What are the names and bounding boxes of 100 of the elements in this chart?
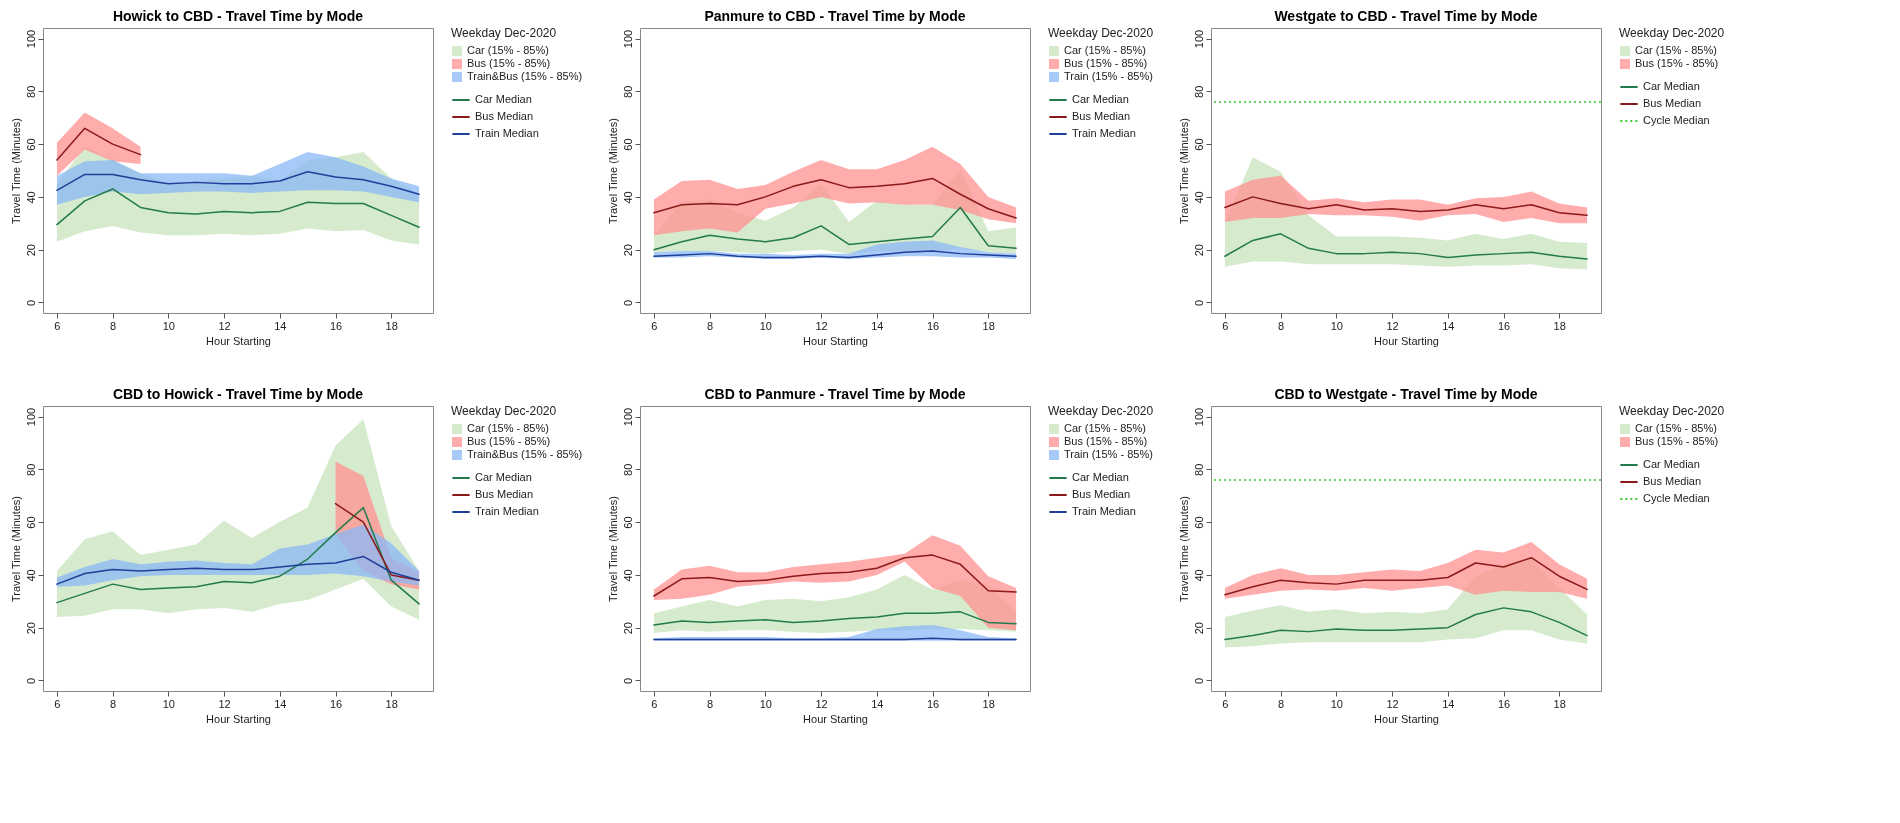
legend-label: Train Median <box>475 505 539 517</box>
legend-label: Car Median <box>1072 93 1129 105</box>
y-tick-label: 40 <box>1192 569 1205 582</box>
y-tick-label: 100 <box>1192 407 1205 427</box>
x-tick-label: 16 <box>1497 319 1511 332</box>
y-tick-label: 0 <box>1192 299 1205 307</box>
x-tick-label: 10 <box>162 697 175 710</box>
y-axis-title: Travel Time (Minutes) <box>9 118 22 224</box>
legend-label: Car (15% - 85%) <box>1064 44 1146 56</box>
legend-label: Car (15% - 85%) <box>467 422 549 434</box>
y-tick-label: 20 <box>1192 244 1205 257</box>
x-tick-label: 18 <box>385 319 398 332</box>
chart-title: CBD to Westgate - Travel Time by Mode <box>1274 386 1538 402</box>
legend-label: Bus Median <box>1643 97 1702 109</box>
legend-label: Bus Median <box>475 110 534 122</box>
x-axis-title: Hour Starting <box>803 712 868 725</box>
legend-title: Weekday Dec-2020 <box>451 404 557 418</box>
x-tick-label: 8 <box>1278 697 1285 710</box>
x-tick-label: 16 <box>926 697 940 710</box>
legend-title: Weekday Dec-2020 <box>1619 404 1725 418</box>
legend-label: Car Median <box>1643 80 1700 92</box>
legend-label: Train&Bus (15% - 85%) <box>467 448 583 460</box>
y-tick-label: 60 <box>24 516 37 529</box>
chart-title: CBD to Panmure - Travel Time by Mode <box>704 386 966 402</box>
y-tick-label: 20 <box>621 622 634 635</box>
y-tick-label: 60 <box>1192 516 1205 529</box>
legend-title: Weekday Dec-2020 <box>1619 26 1725 40</box>
x-tick-label: 18 <box>982 319 995 332</box>
legend-label: Train&Bus (15% - 85%) <box>467 70 583 82</box>
y-tick-label: 20 <box>1192 622 1205 635</box>
y-tick-label: 0 <box>1192 677 1205 685</box>
legend-label: Bus Median <box>1643 475 1702 487</box>
y-tick-label: 60 <box>621 516 634 529</box>
x-tick-label: 12 <box>815 697 828 710</box>
legend-label: Train (15% - 85%) <box>1064 448 1153 460</box>
y-tick-label: 40 <box>24 569 37 582</box>
legend-title: Weekday Dec-2020 <box>451 26 557 40</box>
x-tick-label: 18 <box>385 697 398 710</box>
x-tick-label: 14 <box>1442 697 1455 710</box>
y-axis-title: Travel Time (Minutes) <box>1177 496 1190 602</box>
x-tick-label: 10 <box>1330 319 1343 332</box>
x-tick-label: 14 <box>871 319 884 332</box>
y-tick-label: 40 <box>1192 191 1205 204</box>
y-tick-label: 60 <box>1192 138 1205 151</box>
y-tick-label: 0 <box>24 677 37 685</box>
y-tick-label: 80 <box>1192 85 1205 98</box>
x-tick-label: 14 <box>274 319 287 332</box>
legend-label: Bus Median <box>475 488 534 500</box>
x-tick-label: 6 <box>54 697 61 710</box>
y-tick-label: 100 <box>24 407 37 427</box>
legend-label: Train Median <box>475 127 539 139</box>
y-tick-label: 80 <box>24 85 37 98</box>
x-tick-label: 6 <box>1222 697 1229 710</box>
x-axis-title: Hour Starting <box>206 334 271 347</box>
x-tick-label: 8 <box>1278 319 1285 332</box>
x-axis-title: Hour Starting <box>1374 334 1439 347</box>
y-tick-label: 100 <box>1192 29 1205 49</box>
legend-label: Train Median <box>1072 505 1136 517</box>
legend-label: Bus Median <box>1072 488 1131 500</box>
y-tick-label: 0 <box>621 299 634 307</box>
legend-label: Bus (15% - 85%) <box>467 57 551 69</box>
y-tick-label: 20 <box>24 622 37 635</box>
x-tick-label: 10 <box>759 319 772 332</box>
y-tick-label: 40 <box>621 569 634 582</box>
x-tick-label: 6 <box>54 319 61 332</box>
x-tick-label: 16 <box>329 697 343 710</box>
x-tick-label: 16 <box>1497 697 1511 710</box>
chart-title: Panmure to CBD - Travel Time by Mode <box>704 8 966 24</box>
y-tick-label: 20 <box>621 244 634 257</box>
legend-label: Car Median <box>1072 471 1129 483</box>
y-tick-label: 0 <box>24 299 37 307</box>
x-tick-label: 12 <box>218 697 231 710</box>
y-tick-label: 60 <box>621 138 634 151</box>
legend-title: Weekday Dec-2020 <box>1048 404 1154 418</box>
y-tick-label: 80 <box>1192 463 1205 476</box>
x-tick-label: 12 <box>218 319 231 332</box>
x-tick-label: 10 <box>759 697 772 710</box>
x-tick-label: 14 <box>871 697 884 710</box>
legend-label: Car (15% - 85%) <box>467 44 549 56</box>
legend-label: Car (15% - 85%) <box>1064 422 1146 434</box>
legend-label: Car Median <box>475 93 532 105</box>
x-tick-label: 6 <box>651 319 658 332</box>
y-axis-title: Travel Time (Minutes) <box>9 496 22 602</box>
legend-label: Car (15% - 85%) <box>1635 422 1717 434</box>
y-axis-title: Travel Time (Minutes) <box>606 496 619 602</box>
x-tick-label: 18 <box>1553 697 1566 710</box>
x-tick-label: 12 <box>1386 697 1399 710</box>
x-tick-label: 8 <box>707 319 714 332</box>
x-tick-label: 6 <box>651 697 658 710</box>
y-tick-label: 80 <box>621 85 634 98</box>
legend-label: Bus (15% - 85%) <box>1064 57 1148 69</box>
legend-label: Cycle Median <box>1643 114 1710 126</box>
y-tick-label: 20 <box>24 244 37 257</box>
x-tick-label: 16 <box>329 319 343 332</box>
legend-label: Car Median <box>475 471 532 483</box>
x-tick-label: 12 <box>1386 319 1399 332</box>
legend-label: Train Median <box>1072 127 1136 139</box>
chart-title: Westgate to CBD - Travel Time by Mode <box>1274 8 1538 24</box>
y-axis-title: Travel Time (Minutes) <box>606 118 619 224</box>
y-tick-label: 100 <box>24 29 37 49</box>
